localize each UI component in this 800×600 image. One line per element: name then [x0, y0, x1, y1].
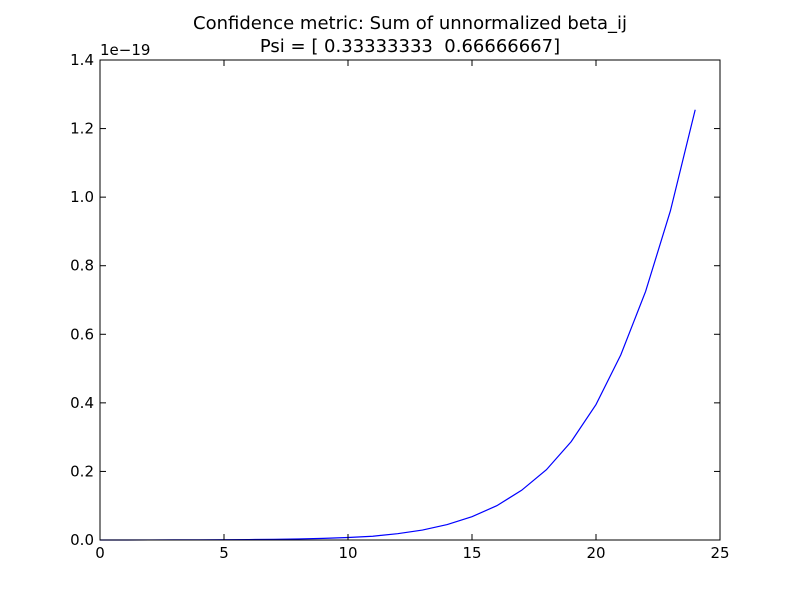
- x-tick-label: 10: [338, 544, 357, 562]
- y-tick-label: 0.8: [70, 257, 94, 275]
- x-tick-label: 15: [462, 544, 481, 562]
- x-tick-label: 5: [219, 544, 229, 562]
- x-tick-label: 25: [710, 544, 729, 562]
- chart-title: Confidence metric: Sum of unnormalized b…: [193, 13, 627, 34]
- y-tick-label: 0.4: [70, 394, 94, 412]
- y-tick-label: 1.4: [70, 51, 94, 69]
- data-layer: [99, 109, 696, 541]
- chart-subtitle: Psi = [ 0.33333333 0.66666667]: [259, 36, 561, 57]
- x-tick-label: 0: [95, 544, 105, 562]
- y-tick-label: 1.2: [70, 120, 94, 138]
- y-tick-label: 0.0: [70, 531, 94, 549]
- y-scale-label: 1e−19: [100, 41, 150, 59]
- y-tick-label: 1.0: [70, 188, 94, 206]
- x-tick-label: 20: [586, 544, 605, 562]
- series-line: [99, 109, 696, 541]
- tick-layer: 0 5 10 15 20 25 0.0 0.2 0.4 0.6 0.8 1.0 1.2 1.4: [70, 51, 729, 562]
- y-tick-label: 0.2: [70, 462, 94, 480]
- y-tick-label: 0.6: [70, 325, 94, 343]
- axes-frame: [99, 59, 721, 541]
